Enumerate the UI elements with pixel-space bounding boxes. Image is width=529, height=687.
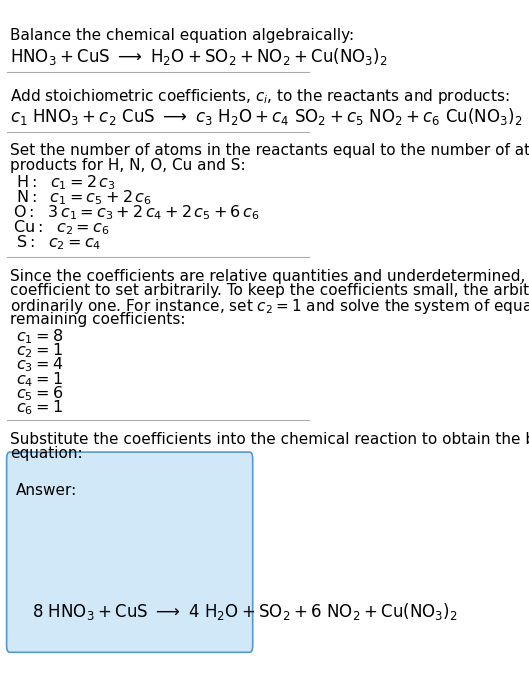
Text: $\mathrm{Cu:}\ \ c_2 = c_6$: $\mathrm{Cu:}\ \ c_2 = c_6$ bbox=[13, 218, 109, 236]
Text: $\mathrm{N:}\ \ c_1 = c_5 + 2\,c_6$: $\mathrm{N:}\ \ c_1 = c_5 + 2\,c_6$ bbox=[16, 188, 152, 207]
Text: $c_1\ \mathrm{HNO_3} + c_2\ \mathrm{CuS} \ \longrightarrow \ c_3\ \mathrm{H_2O} : $c_1\ \mathrm{HNO_3} + c_2\ \mathrm{CuS}… bbox=[10, 106, 522, 127]
Text: $c_1 = 8$: $c_1 = 8$ bbox=[16, 327, 63, 346]
Text: Balance the chemical equation algebraically:: Balance the chemical equation algebraica… bbox=[10, 28, 354, 43]
Text: $8\ \mathrm{HNO_3} + \mathrm{CuS} \ \longrightarrow \ 4\ \mathrm{H_2O} + \mathrm: $8\ \mathrm{HNO_3} + \mathrm{CuS} \ \lon… bbox=[32, 601, 458, 622]
Text: $\mathrm{O:}\ \ 3\,c_1 = c_3 + 2\,c_4 + 2\,c_5 + 6\,c_6$: $\mathrm{O:}\ \ 3\,c_1 = c_3 + 2\,c_4 + … bbox=[13, 203, 260, 222]
Text: remaining coefficients:: remaining coefficients: bbox=[10, 312, 185, 326]
Text: $\mathrm{HNO_3 + CuS \ \longrightarrow \ H_2O + SO_2 + NO_2 + Cu(NO_3)_2}$: $\mathrm{HNO_3 + CuS \ \longrightarrow \… bbox=[10, 46, 387, 67]
Text: $\mathrm{S:}\ \ c_2 = c_4$: $\mathrm{S:}\ \ c_2 = c_4$ bbox=[16, 233, 102, 251]
Text: $c_3 = 4$: $c_3 = 4$ bbox=[16, 356, 63, 374]
Text: Set the number of atoms in the reactants equal to the number of atoms in the: Set the number of atoms in the reactants… bbox=[10, 144, 529, 158]
Text: $c_2 = 1$: $c_2 = 1$ bbox=[16, 341, 63, 360]
Text: $\mathrm{H:}\ \ c_1 = 2\,c_3$: $\mathrm{H:}\ \ c_1 = 2\,c_3$ bbox=[16, 173, 116, 192]
Text: $c_4 = 1$: $c_4 = 1$ bbox=[16, 370, 63, 389]
Text: Substitute the coefficients into the chemical reaction to obtain the balanced: Substitute the coefficients into the che… bbox=[10, 431, 529, 447]
Text: ordinarily one. For instance, set $c_2 = 1$ and solve the system of equations fo: ordinarily one. For instance, set $c_2 =… bbox=[10, 297, 529, 316]
Text: products for H, N, O, Cu and S:: products for H, N, O, Cu and S: bbox=[10, 158, 245, 173]
Text: $c_5 = 6$: $c_5 = 6$ bbox=[16, 384, 63, 403]
FancyBboxPatch shape bbox=[7, 452, 253, 652]
Text: Answer:: Answer: bbox=[16, 483, 77, 497]
Text: $c_6 = 1$: $c_6 = 1$ bbox=[16, 398, 63, 417]
Text: coefficient to set arbitrarily. To keep the coefficients small, the arbitrary va: coefficient to set arbitrarily. To keep … bbox=[10, 283, 529, 298]
Text: Since the coefficients are relative quantities and underdetermined, choose a: Since the coefficients are relative quan… bbox=[10, 269, 529, 284]
Text: equation:: equation: bbox=[10, 446, 83, 461]
Text: Add stoichiometric coefficients, $c_i$, to the reactants and products:: Add stoichiometric coefficients, $c_i$, … bbox=[10, 87, 509, 106]
